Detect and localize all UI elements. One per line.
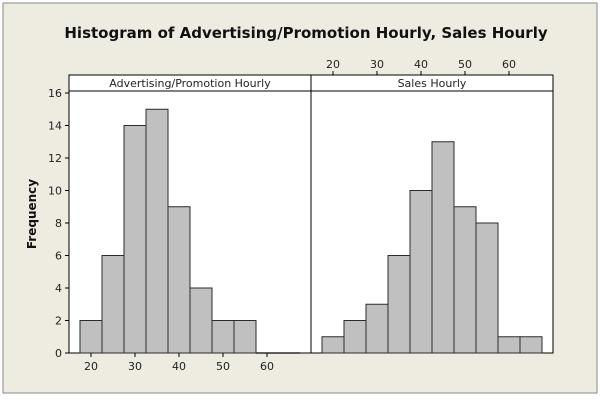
histogram-bar [475,222,499,354]
x-tick-label: 20 [84,360,98,373]
x-tick-label: 60 [502,58,516,71]
histogram-bar [409,190,433,354]
y-tick-label: 2 [55,315,62,328]
y-axis-label: Frequency [25,179,39,249]
x-tick-label: 40 [172,360,186,373]
histogram-bar [453,206,477,354]
x-tick-label: 30 [128,360,142,373]
y-tick-label: 0 [55,347,62,360]
y-tick-label: 16 [48,87,62,100]
x-tick-label: 50 [458,58,472,71]
histogram-bar [79,320,103,354]
histogram-bar [123,125,147,354]
histogram-bar [365,303,389,354]
panel-label: Advertising/Promotion Hourly [109,77,271,90]
x-tick-label: 20 [326,58,340,71]
x-tick-label: 40 [414,58,428,71]
histogram-bar [497,336,521,354]
histogram-bar [431,141,455,354]
histogram-bar [343,320,367,354]
y-tick-label: 10 [48,185,62,198]
panel-label: Sales Hourly [398,77,467,90]
panel-1: Advertising/Promotion Hourly 20 30 40 50 60 [68,74,312,373]
y-tick-label: 12 [48,152,62,165]
histogram-bar [519,336,543,354]
x-tick-label: 30 [370,58,384,71]
histogram-bar [211,320,235,354]
y-tick-label: 14 [48,120,62,133]
histogram-bar [233,320,257,354]
panel-2: Sales Hourly 20 30 40 50 60 [310,58,554,354]
histogram-bar [101,255,125,354]
y-tick-label: 6 [55,250,62,263]
chart-title: Histogram of Advertising/Promotion Hourl… [64,24,547,42]
histogram-bar [321,336,345,354]
x-tick-label: 60 [260,360,274,373]
y-tick-label: 8 [55,217,62,230]
histogram-bar [189,287,213,354]
y-tick-label: 4 [55,282,62,295]
histogram-bar [145,108,169,354]
x-tick-label: 50 [216,360,230,373]
histogram-bar [387,255,411,354]
histogram-bar [167,206,191,354]
